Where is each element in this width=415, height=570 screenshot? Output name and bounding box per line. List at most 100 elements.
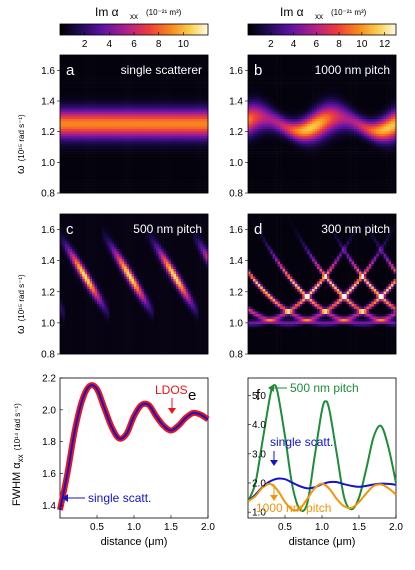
heatmap-cell: [270, 136, 273, 140]
heatmap-cell: [188, 72, 192, 76]
heatmap-cell: [272, 124, 276, 127]
heatmap-cell: [178, 160, 182, 164]
heatmap-cell: [143, 82, 147, 85]
heatmap-cell: [111, 106, 115, 110]
heatmap-cell: [121, 57, 125, 61]
heatmap-cell: [109, 138, 113, 142]
heatmap-cell: [198, 143, 201, 147]
heatmap-cell: [272, 165, 276, 169]
heatmap-cell: [173, 190, 177, 194]
heatmap-cell: [171, 143, 174, 147]
heatmap-cell: [143, 91, 147, 95]
heatmap-cell: [188, 62, 192, 66]
heatmap-cell: [158, 156, 162, 159]
heatmap-cell: [60, 106, 63, 110]
heatmap-cell: [289, 64, 293, 68]
heatmap-cell: [67, 109, 71, 112]
heatmap-cell: [292, 158, 296, 162]
heatmap-cell: [190, 62, 194, 66]
heatmap-cell: [248, 59, 251, 63]
heatmap-cell: [257, 114, 261, 117]
heatmap-cell: [250, 99, 254, 103]
heatmap-cell: [180, 114, 184, 117]
heatmap-cell: [79, 185, 83, 189]
heatmap-cell: [180, 89, 184, 93]
heatmap-cell: [143, 109, 147, 112]
heatmap-cell: [69, 114, 73, 117]
heatmap-cell: [129, 141, 132, 145]
heatmap-cell: [116, 55, 120, 58]
heatmap-cell: [277, 158, 281, 162]
heatmap-cell: [161, 77, 164, 80]
heatmap-cell: [74, 57, 78, 61]
heatmap-cell: [163, 173, 167, 177]
heatmap-cell: [282, 62, 286, 66]
heatmap-cell: [156, 146, 159, 149]
heatmap-cell: [84, 94, 88, 98]
heatmap-cell: [114, 101, 118, 105]
heatmap-cell: [307, 59, 310, 63]
heatmap-cell: [141, 87, 145, 90]
heatmap-cell: [148, 170, 152, 174]
heatmap-cell: [77, 180, 81, 184]
heatmap-cell: [180, 170, 184, 174]
heatmap-cell: [114, 77, 118, 80]
heatmap-cell: [62, 170, 66, 174]
heatmap-cell: [297, 114, 301, 117]
heatmap-cell: [280, 99, 283, 103]
heatmap-cell: [248, 185, 251, 189]
heatmap-cell: [287, 188, 291, 191]
heatmap-cell: [114, 87, 118, 90]
heatmap-cell: [272, 59, 276, 63]
heatmap-cell: [166, 151, 169, 154]
heatmap-cell: [292, 170, 296, 174]
heatmap-cell: [173, 82, 177, 85]
heatmap-cell: [173, 170, 177, 174]
heatmap-cell: [304, 106, 308, 110]
heatmap-cell: [173, 183, 177, 186]
heatmap-cell: [131, 148, 135, 152]
heatmap-cell: [62, 124, 66, 127]
heatmap-cell: [193, 121, 196, 125]
heatmap-cell: [62, 128, 66, 132]
heatmap-cell: [92, 160, 95, 164]
heatmap-cell: [275, 183, 278, 186]
heatmap-cell: [272, 67, 276, 71]
heatmap-cell: [248, 74, 251, 78]
heatmap-cell: [304, 126, 308, 130]
heatmap-cell: [166, 180, 169, 184]
heatmap-cell: [183, 96, 187, 100]
heatmap-cell: [285, 178, 288, 181]
heatmap-cell: [111, 109, 115, 112]
heatmap-cell: [101, 158, 105, 162]
heatmap-cell: [74, 82, 78, 85]
heatmap-cell: [255, 79, 259, 83]
heatmap-cell: [92, 190, 95, 194]
heatmap-cell: [272, 188, 276, 191]
heatmap-cell: [77, 119, 81, 122]
heatmap-cell: [262, 180, 266, 184]
heatmap-cell: [270, 101, 273, 105]
heatmap-cell: [183, 188, 187, 191]
heatmap-cell: [171, 190, 174, 194]
heatmap-cell: [111, 148, 115, 152]
heatmap-cell: [60, 89, 63, 93]
heatmap-cell: [77, 101, 81, 105]
heatmap-cell: [101, 124, 105, 127]
heatmap-cell: [265, 64, 269, 68]
heatmap-cell: [297, 160, 301, 164]
heatmap-cell: [101, 57, 105, 61]
heatmap-cell: [109, 67, 113, 71]
heatmap-cell: [161, 170, 164, 174]
heatmap-cell: [287, 99, 291, 103]
heatmap-cell: [101, 111, 105, 115]
heatmap-cell: [106, 94, 110, 98]
heatmap-cell: [136, 87, 140, 90]
heatmap-cell: [111, 128, 115, 132]
heatmap-cell: [203, 143, 206, 147]
heatmap-cell: [114, 146, 118, 149]
heatmap-cell: [89, 72, 93, 76]
heatmap-cell: [72, 64, 76, 68]
heatmap-cell: [173, 91, 177, 95]
heatmap-cell: [195, 131, 199, 135]
